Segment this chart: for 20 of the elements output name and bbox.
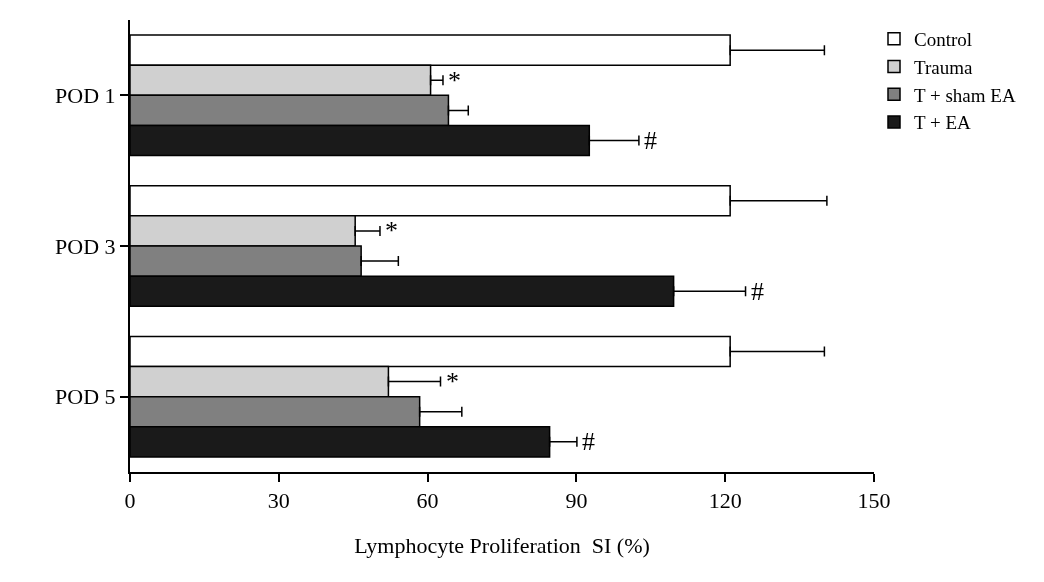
y-tick-label: POD 3 — [55, 233, 116, 259]
legend-label: T + EA — [914, 112, 972, 134]
x-tick-label: 120 — [708, 488, 742, 514]
legend-label: Control — [914, 29, 973, 51]
y-tick-label: POD 5 — [55, 384, 116, 410]
annotation: # — [751, 277, 764, 306]
annotation: * — [385, 216, 398, 245]
legend-label: Trauma — [914, 56, 973, 78]
x-tick-label: 90 — [565, 488, 588, 514]
x-tick-label: 60 — [416, 488, 439, 514]
legend-label: T + sham EA — [914, 84, 1016, 106]
annotation: * — [448, 66, 461, 95]
annotation: # — [582, 427, 595, 456]
x-axis-title: Lymphocyte Proliferation SI (%) — [354, 532, 650, 558]
x-tick-label: 30 — [267, 488, 290, 514]
x-tick-label: 150 — [857, 488, 891, 514]
y-tick-label: POD 1 — [55, 83, 116, 109]
x-tick-label: 0 — [124, 488, 136, 514]
annotation: # — [644, 126, 657, 155]
annotation: * — [446, 367, 459, 396]
